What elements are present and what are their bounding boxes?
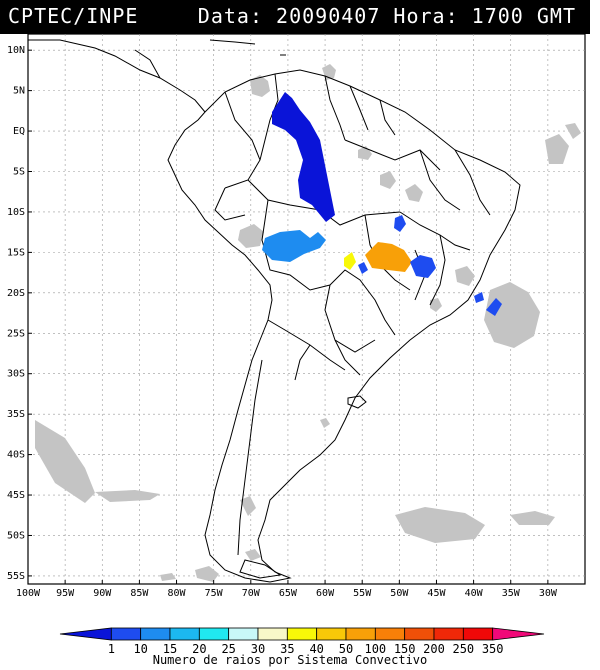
colorbar-swatch (169, 627, 200, 641)
lon-tick-label: 90W (93, 588, 112, 599)
lon-tick-label: 95W (56, 588, 75, 599)
lon-tick-label: 45W (427, 588, 446, 599)
colorbar-swatch (257, 627, 288, 641)
lat-tick-label: 35S (7, 409, 25, 420)
lat-tick-label: EQ (13, 126, 25, 137)
system-atlantic-b (474, 292, 484, 303)
colorbar-swatch (110, 627, 142, 641)
latitude-tick-labels: 10N 5N EQ 5S 10S 15S 20S 25S 30S 35S 40S 45S 50S 55S (7, 45, 32, 582)
colorbar-swatch (198, 627, 230, 641)
lon-tick-label: 70W (242, 588, 261, 599)
lon-tick-label: 40W (465, 588, 484, 599)
colorbar-label: 1 (108, 642, 115, 656)
colorbar: 1 10 15 20 25 30 35 40 50 100 150 200 250 350 (59, 627, 545, 656)
lon-tick-label: 55W (353, 588, 372, 599)
institution-label: CPTEC/INPE (8, 4, 139, 28)
lat-tick-label: 40S (7, 450, 25, 461)
lat-tick-label: 45S (7, 490, 25, 501)
lightning-map: 10N5NEQ5S10S15S20S25S30S35S40S45S50S55S … (7, 34, 586, 667)
colorbar-swatch (140, 627, 171, 641)
colorbar-label: 30 (251, 642, 265, 656)
lat-tick-label: 15S (7, 247, 25, 258)
lat-tick-label: 10S (7, 207, 25, 218)
colorbar-label: 15 (163, 642, 177, 656)
system-sm-dot (358, 262, 368, 274)
lat-tick-label: 10N (7, 45, 25, 56)
lon-tick-label: 100W (16, 588, 41, 599)
colorbar-swatch (228, 627, 259, 641)
colorbar-label: 250 (452, 642, 474, 656)
date-time-stamp: Data: 20090407 Hora: 1700 GMT (197, 4, 576, 28)
lon-tick-label: 85W (130, 588, 149, 599)
colorbar-swatch (286, 627, 318, 641)
colorbar-swatch (59, 627, 112, 641)
colorbar-swatch (345, 627, 376, 641)
longitude-tick-labels: 100W 95W 90W 85W 80W 75W 70W 65W 60W 55W 50W 45W 40W… (16, 580, 558, 599)
lon-tick-label: 75W (205, 588, 224, 599)
lon-tick-label: 60W (316, 588, 335, 599)
colorbar-label: 100 (364, 642, 386, 656)
colorbar-label: 200 (423, 642, 445, 656)
colorbar-swatch (404, 627, 435, 641)
coastlines-and-borders (28, 39, 521, 583)
system-mato-grosso-yellow (344, 252, 356, 270)
lon-tick-label: 80W (168, 588, 187, 599)
colorbar-label: 350 (482, 642, 504, 656)
colorbar-swatch (462, 627, 494, 641)
cloud-cover (35, 64, 581, 582)
system-mato-grosso (365, 242, 412, 272)
map-header: CPTEC/INPE Data: 20090407 Hora: 1700 GMT (0, 0, 590, 34)
lon-tick-label: 35W (502, 588, 521, 599)
colorbar-swatch (316, 627, 347, 641)
lat-tick-label: 30S (7, 369, 25, 380)
lat-tick-label: 50S (7, 530, 25, 541)
lon-tick-label: 30W (539, 588, 558, 599)
colorbar-label: 20 (192, 642, 206, 656)
lat-tick-label: 5N (13, 86, 25, 97)
colorbar-label: 50 (339, 642, 353, 656)
system-bolivia (262, 230, 326, 262)
lat-tick-label: 20S (7, 288, 25, 299)
colorbar-label: 40 (309, 642, 323, 656)
colorbar-label: 10 (133, 642, 147, 656)
lat-tick-label: 25S (7, 328, 25, 339)
lon-tick-label: 50W (390, 588, 409, 599)
system-minas (410, 255, 436, 278)
colorbar-swatch (492, 627, 545, 641)
colorbar-label: 35 (280, 642, 294, 656)
colorbar-swatch (433, 627, 464, 641)
convective-systems (262, 92, 502, 316)
lon-tick-label: 65W (279, 588, 298, 599)
colorbar-label: 150 (394, 642, 416, 656)
lat-tick-label: 55S (7, 571, 25, 582)
system-goias (394, 215, 406, 232)
system-atlantic-a (486, 298, 502, 316)
colorbar-title: Numero de raios por Sistema Convectivo (153, 653, 428, 667)
lat-tick-label: 5S (13, 167, 25, 178)
colorbar-label: 25 (221, 642, 235, 656)
system-amazon-north (272, 92, 335, 222)
colorbar-swatch (374, 627, 406, 641)
